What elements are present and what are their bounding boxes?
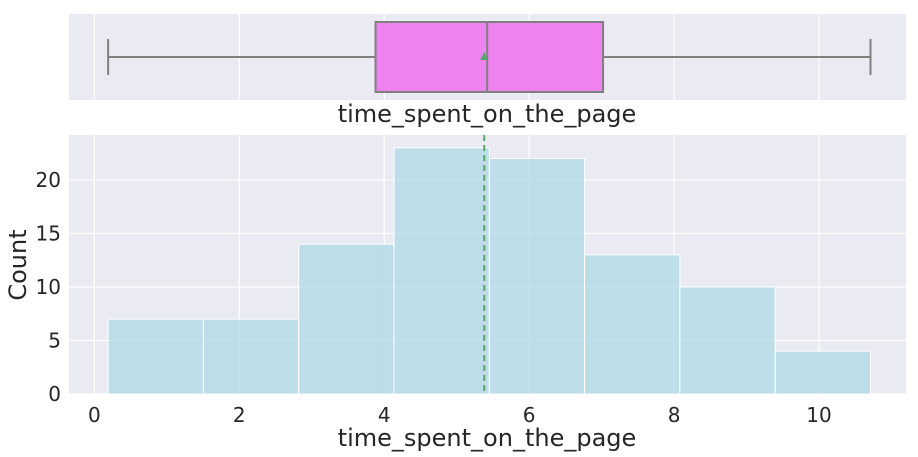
histogram-x-tick-label: 8: [668, 403, 681, 427]
histogram-x-tick-label: 10: [806, 403, 831, 427]
histogram-y-tick-label: 10: [36, 275, 61, 299]
boxplot-box: [374, 21, 605, 93]
histogram-y-ticks: 0 5 10 15 20: [36, 168, 61, 406]
boxplot-x-axis-label: time_spent_on_the_page: [338, 100, 637, 128]
boxplot-panel: time_spent_on_the_page: [69, 14, 906, 128]
histogram-x-axis-label: time_spent_on_the_page: [338, 424, 637, 452]
histogram-x-ticks: 0 2 4 6 8 10: [88, 403, 832, 427]
histogram-bar: [393, 147, 490, 395]
histogram-y-tick-label: 0: [48, 382, 61, 406]
histogram-x-tick-label: 0: [88, 403, 101, 427]
histogram-x-tick-label: 2: [233, 403, 246, 427]
histogram-x-tick-label: 4: [378, 403, 391, 427]
histogram-bar: [774, 350, 871, 395]
histogram-bar: [107, 318, 204, 395]
histogram-bar: [584, 254, 681, 395]
histogram-bar: [298, 243, 395, 395]
boxplot-marks: [107, 21, 872, 93]
histogram-x-tick-label: 6: [523, 403, 536, 427]
histogram-bar: [202, 318, 300, 395]
histogram-y-tick-label: 20: [36, 168, 61, 192]
histogram-bar: [488, 158, 586, 395]
histogram-y-tick-label: 15: [36, 221, 61, 245]
boxplot-mean-marker: [480, 52, 489, 60]
histogram-y-axis-label: Count: [4, 229, 32, 300]
histogram-y-tick-label: 5: [48, 328, 61, 352]
histogram-bar: [679, 286, 776, 395]
histogram-bars: [107, 147, 871, 395]
